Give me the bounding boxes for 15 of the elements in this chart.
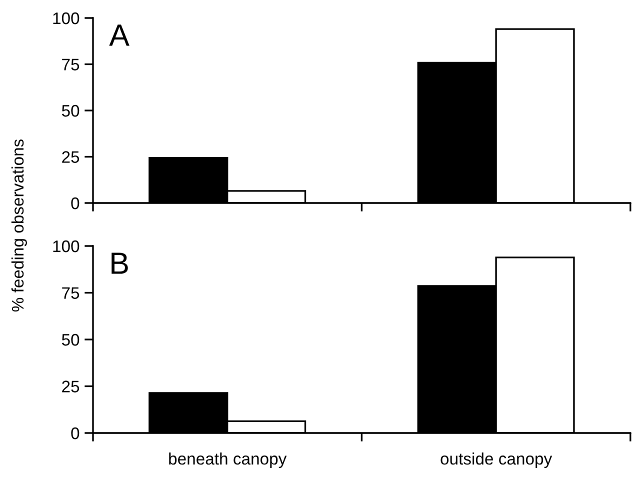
y-tick-label: 25 bbox=[62, 380, 80, 392]
y-tick-label: 75 bbox=[62, 287, 80, 299]
y-tick-label: 50 bbox=[62, 334, 80, 346]
x-tick-label: beneath canopy bbox=[169, 452, 287, 468]
y-tick-label: 100 bbox=[53, 12, 80, 24]
y-tick-label: 0 bbox=[71, 427, 80, 440]
x-tick-label: outside canopy bbox=[440, 452, 552, 468]
annotation: A bbox=[109, 24, 130, 46]
annotation: B bbox=[112, 252, 128, 274]
y-axis-title: % feeding observations bbox=[11, 139, 27, 312]
y-tick-label: 50 bbox=[62, 104, 80, 117]
y-tick-label: 0 bbox=[71, 197, 80, 210]
y-tick-label: 100 bbox=[53, 240, 80, 252]
y-tick-label: 25 bbox=[62, 151, 80, 163]
y-tick-label: 75 bbox=[62, 58, 80, 70]
